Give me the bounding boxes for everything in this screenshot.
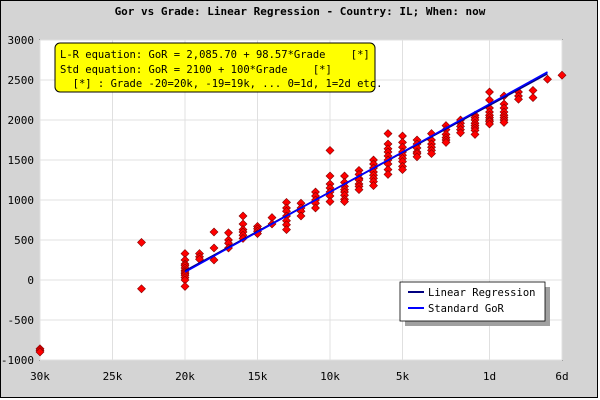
- regression-lines: [184, 71, 548, 273]
- data-point: [35, 347, 45, 357]
- data-point: [441, 137, 451, 147]
- x-tick-label: 6d: [555, 370, 568, 383]
- x-tick-label: 30k: [30, 370, 50, 383]
- y-tick-label: 500: [14, 234, 34, 247]
- legend-label-standard-gor: Standard GoR: [428, 303, 505, 315]
- data-point: [456, 128, 465, 138]
- data-point: [528, 93, 538, 103]
- legend-label-linear-regression: Linear Regression: [428, 287, 535, 299]
- data-point: [557, 70, 567, 80]
- data-point: [412, 152, 422, 162]
- y-tick-label: 1000: [8, 194, 35, 207]
- data-point: [325, 145, 335, 155]
- y-tick-label: -1000: [1, 354, 34, 367]
- y-tick-label: 3000: [8, 34, 35, 47]
- data-point: [137, 284, 146, 294]
- data-point: [311, 203, 320, 213]
- data-point: [180, 281, 190, 291]
- axis-ticks: -1000 -500 0 500 1000 1500 2000 2500 3000 30k 25k 2…: [1, 34, 569, 383]
- annotation-box: [54, 42, 376, 93]
- x-tick-label: 5k: [396, 370, 410, 383]
- legend: Linear Regression Standard GoR: [399, 281, 550, 326]
- data-point: [296, 211, 306, 221]
- data-point: [369, 181, 378, 191]
- annotation-line-2: Std equation: GoR = 2100 + 100*Grade [*]: [60, 64, 332, 76]
- legend-box: [399, 281, 546, 322]
- data-point: [383, 129, 393, 139]
- x-tick-label: 10k: [320, 370, 340, 383]
- data-point: [383, 169, 393, 179]
- annotation-line-1: L-R equation: GoR = 2,085.70 + 98.57*Gra…: [60, 49, 370, 61]
- data-point: [209, 227, 219, 237]
- y-tick-label: 0: [27, 274, 34, 287]
- x-tick-label: 15k: [248, 370, 268, 383]
- chart-title: Gor vs Grade: Linear Regression - Countr…: [115, 5, 486, 18]
- x-tick-label: 1d: [483, 370, 496, 383]
- line-standard-gor: [184, 71, 548, 273]
- annotation-line-3: [*] : Grade -20=20k, -19=19k, ... 0=1d, …: [60, 78, 382, 90]
- data-point: [354, 185, 364, 195]
- data-point: [514, 94, 523, 104]
- data-point: [282, 225, 291, 235]
- equation-annotation: L-R equation: GoR = 2,085.70 + 98.57*Gra…: [54, 42, 382, 93]
- data-point: [470, 129, 480, 139]
- y-tick-label: -500: [8, 314, 35, 327]
- y-tick-label: 1500: [8, 154, 35, 167]
- data-point: [325, 197, 335, 207]
- data-point: [427, 149, 436, 159]
- data-point: [543, 74, 552, 84]
- data-point: [340, 197, 349, 207]
- data-point: [398, 165, 407, 175]
- y-tick-label: 2000: [8, 114, 35, 127]
- y-tick-label: 2500: [8, 74, 35, 87]
- x-tick-label: 20k: [175, 370, 195, 383]
- data-point: [137, 237, 146, 247]
- x-tick-label: 25k: [103, 370, 123, 383]
- data-point: [485, 119, 494, 129]
- data-point: [209, 243, 219, 253]
- data-point: [499, 117, 509, 127]
